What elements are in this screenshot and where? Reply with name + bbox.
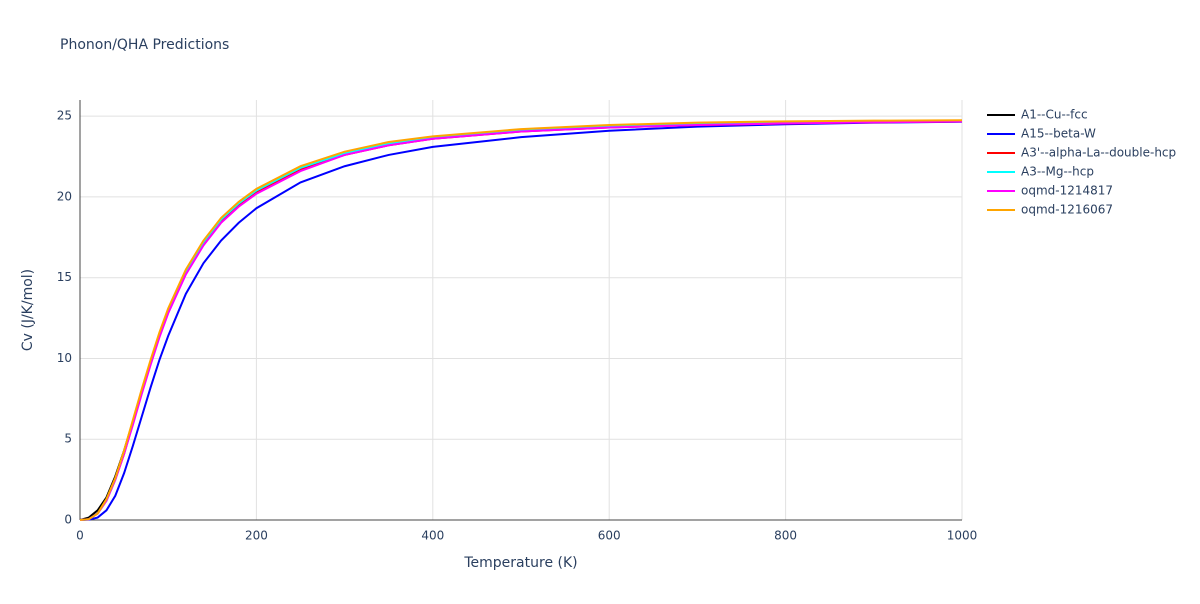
x-tick-label: 1000 <box>947 529 978 543</box>
y-tick-label: 15 <box>57 270 72 284</box>
y-tick-label: 20 <box>57 189 72 203</box>
x-tick-label: 0 <box>76 529 84 543</box>
series-line <box>79 120 963 521</box>
y-tick-label: 25 <box>57 109 72 123</box>
series-line <box>79 120 963 521</box>
x-axis-title: Temperature (K) <box>463 555 577 571</box>
y-tick-label: 10 <box>57 351 72 365</box>
chart-title: Phonon/QHA Predictions <box>60 37 229 53</box>
legend-label[interactable]: oqmd-1214817 <box>1021 184 1113 198</box>
x-tick-label: 600 <box>598 529 621 543</box>
x-tick-label: 200 <box>245 529 268 543</box>
x-tick-label: 800 <box>774 529 797 543</box>
series-line <box>79 119 963 521</box>
legend-label[interactable]: A1--Cu--fcc <box>1021 108 1088 122</box>
legend-label[interactable]: A3--Mg--hcp <box>1021 165 1094 179</box>
y-axis-title: Cv (J/K/mol) <box>20 269 36 351</box>
series-line <box>79 120 963 521</box>
legend-label[interactable]: A15--beta-W <box>1021 127 1096 141</box>
y-tick-label: 5 <box>64 432 72 446</box>
series-line <box>79 120 963 521</box>
legend-label[interactable]: A3'--alpha-La--double-hcp <box>1021 146 1176 160</box>
legend-label[interactable]: oqmd-1216067 <box>1021 203 1113 217</box>
x-tick-label: 400 <box>421 529 444 543</box>
series-line <box>79 120 963 521</box>
y-tick-label: 0 <box>64 513 72 527</box>
